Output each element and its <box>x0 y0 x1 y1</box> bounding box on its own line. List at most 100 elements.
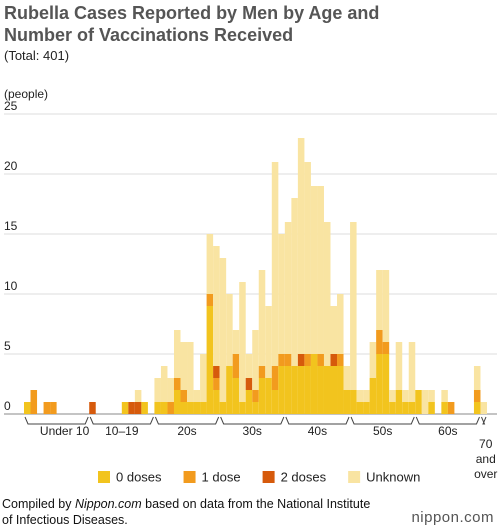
bar-segment <box>304 366 311 414</box>
bar-segment <box>421 390 429 414</box>
bar-segment <box>408 402 416 414</box>
group-label: Under 10 <box>39 424 90 438</box>
bar-segment <box>134 402 142 414</box>
bar-segment <box>337 354 344 366</box>
group-bracket <box>481 416 487 425</box>
group-label: 60s <box>438 424 458 438</box>
bar-segment <box>473 390 481 402</box>
bar-segment <box>278 366 285 414</box>
bar-segment <box>297 138 305 354</box>
bar-segment <box>389 402 396 414</box>
bar-segment <box>337 294 344 354</box>
chart-title: Rubella Cases Reported by Men by Age and… <box>4 3 380 45</box>
bar-segment <box>252 330 259 390</box>
bar-segment <box>206 294 214 306</box>
bar-segment <box>297 366 305 414</box>
bar-segment <box>284 366 292 414</box>
bar-segment <box>239 282 246 402</box>
bar-segment <box>245 378 253 390</box>
group-bracket <box>415 416 480 425</box>
bar-segment <box>363 390 370 402</box>
y-tick-label: 25 <box>4 99 18 113</box>
bar-segment <box>206 234 214 294</box>
bar-segment <box>376 330 383 354</box>
bar-segment <box>200 354 207 402</box>
y-tick-label: 15 <box>4 219 18 233</box>
bar-segment <box>213 390 220 414</box>
bar-segment <box>24 402 31 414</box>
bar-segment <box>173 330 181 378</box>
bar-segment <box>258 366 266 378</box>
bar-segment <box>350 390 357 414</box>
group-bracket <box>350 416 415 425</box>
bar-segment <box>245 390 253 414</box>
bar-segment <box>271 162 279 366</box>
bar-segment <box>317 366 324 414</box>
bar-segment <box>154 378 161 402</box>
legend-swatch <box>262 471 275 483</box>
legend-label: 2 doses <box>281 469 327 484</box>
y-tick-label: 0 <box>4 399 11 413</box>
bar-segment <box>252 390 259 402</box>
bar-segment <box>180 402 188 414</box>
bar-segment <box>219 402 227 414</box>
bar-segment <box>330 306 338 354</box>
group-label: 20s <box>177 424 197 438</box>
bar-segment <box>232 330 240 354</box>
bar-segment <box>441 390 448 402</box>
legend-label: 0 doses <box>116 469 162 484</box>
bar-segment <box>323 222 331 366</box>
bar-segment <box>363 402 370 414</box>
bar-segment <box>291 366 298 414</box>
bar-segment <box>408 342 416 402</box>
bar-segment <box>239 402 246 414</box>
bar-segment <box>369 342 377 378</box>
group-bracket <box>154 416 220 425</box>
bar-segment <box>265 378 272 414</box>
y-tick-label: 5 <box>4 339 11 353</box>
bar-segment <box>43 402 51 414</box>
footer-text: Compiled by <box>2 497 75 511</box>
bar-segment <box>317 354 324 366</box>
bar-segment <box>304 162 311 354</box>
bar-segment <box>173 390 181 414</box>
bar-segment <box>232 354 240 378</box>
bar-segment <box>356 402 364 414</box>
bar-segment <box>226 294 233 366</box>
bar-segment <box>89 402 96 414</box>
bar-segment <box>447 402 455 414</box>
bar-segment <box>141 402 148 414</box>
logo: nippon.com <box>411 509 494 526</box>
bar-segment <box>297 354 305 366</box>
bar-segment <box>304 354 311 366</box>
bar-segment <box>180 390 188 402</box>
y-axis-label: (people) <box>4 87 48 101</box>
bar-segment <box>258 270 266 366</box>
footer: Compiled by Nippon.com based on data fro… <box>2 496 372 528</box>
bar-segment <box>330 366 338 414</box>
bar-segment <box>480 402 487 414</box>
bar-segment <box>213 246 220 366</box>
bar-segment <box>382 342 390 354</box>
bar-segment <box>284 354 292 366</box>
bar-segment <box>337 366 344 414</box>
bar-segment <box>167 378 174 402</box>
chart-subtitle: (Total: 401) <box>4 48 70 63</box>
bar-segment <box>30 390 38 414</box>
bar-segment <box>343 390 351 414</box>
bar-segment <box>382 270 390 342</box>
bar-segment <box>291 198 298 366</box>
bar-segment <box>395 390 403 414</box>
bar-segment <box>50 402 57 414</box>
legend-label: 1 dose <box>202 469 241 484</box>
bar-segment <box>213 378 220 390</box>
bar-segment <box>193 390 201 402</box>
bar-segment <box>415 390 422 414</box>
bar-segment <box>389 390 396 402</box>
footer-text: based on data from the National Institut… <box>2 497 371 527</box>
bar-segment <box>252 402 259 414</box>
group-label: 70 and over <box>474 437 498 481</box>
bar-segment <box>343 366 351 390</box>
